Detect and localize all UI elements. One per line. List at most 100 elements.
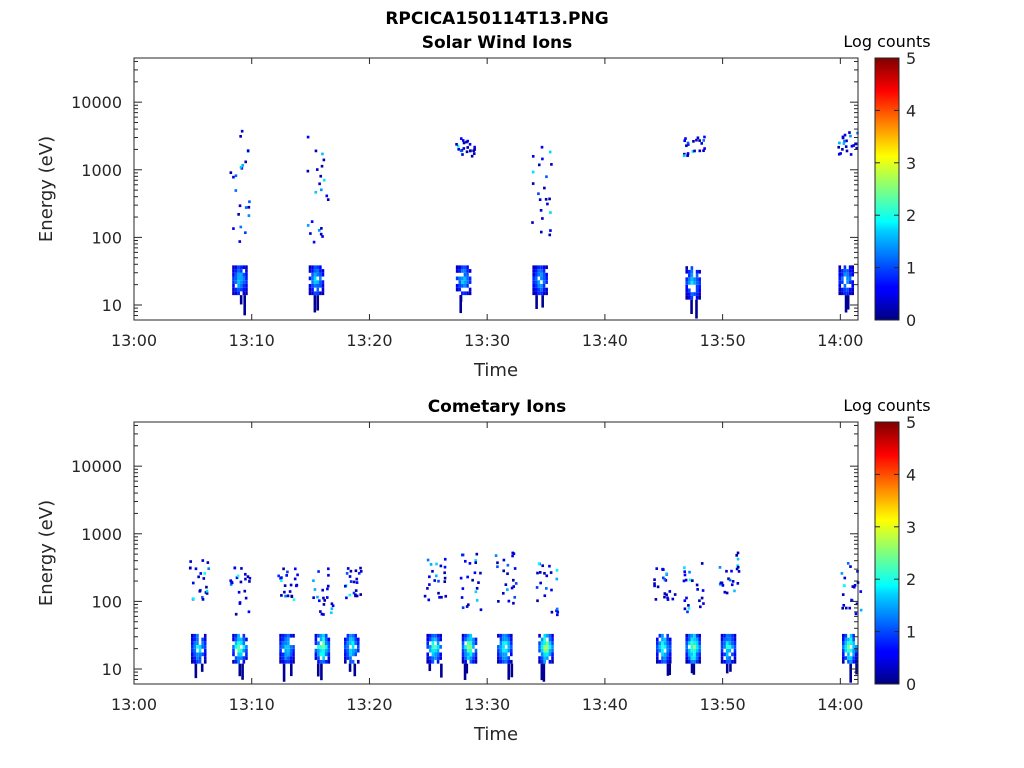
spectrogram-cell: [736, 565, 740, 569]
spectrogram-cell: [469, 149, 472, 153]
spectrogram-cell: [466, 269, 469, 273]
spectrogram-cell: [426, 659, 430, 664]
spectrogram-cell: [203, 648, 207, 653]
spectrogram-cell: [196, 633, 199, 638]
spectrogram-cell: [494, 554, 498, 557]
spectrogram-cell: [436, 645, 440, 649]
spectrogram-cell: [695, 648, 699, 653]
spectrogram-cell: [548, 645, 552, 649]
spectrogram-cell: [666, 659, 669, 664]
spectrogram-cell: [322, 656, 325, 660]
x-tick-label: 14:00: [817, 331, 863, 350]
spectrogram-cell: [542, 663, 546, 682]
spectrogram-cell: [462, 141, 466, 145]
spectrogram-cell: [841, 641, 845, 646]
spectrogram-cell: [536, 571, 539, 575]
spectrogram-cell: [196, 645, 199, 649]
spectrogram-cell: [318, 182, 321, 186]
spectrogram-cell: [466, 641, 470, 646]
spectrogram-cell: [510, 637, 513, 642]
spectrogram-cell: [466, 276, 469, 281]
spectrogram-cell: [239, 225, 243, 229]
spectrogram-cell: [316, 287, 320, 292]
spectrogram-cell: [543, 648, 547, 653]
spectrogram-cell: [534, 265, 538, 270]
spectrogram-cell: [431, 652, 435, 657]
spectrogram-cell: [546, 656, 549, 660]
spectrogram-cell: [847, 637, 850, 642]
spectrogram-cell: [324, 648, 328, 653]
spectrogram-cell: [731, 633, 734, 638]
spectrogram-cell: [844, 648, 848, 653]
spectrogram-cell: [690, 266, 694, 270]
spectrogram-cell: [545, 272, 548, 277]
spectrogram-cell: [733, 645, 737, 649]
spectrogram-cell: [690, 645, 694, 649]
spectrogram-cell: [245, 269, 248, 273]
spectrogram-cell: [548, 150, 552, 154]
x-tick-label: 13:30: [464, 331, 510, 350]
spectrogram-cell: [725, 641, 729, 646]
spectrogram-cell: [841, 656, 845, 660]
spectrogram-cell: [241, 663, 244, 680]
x-tick-label: 13:50: [700, 695, 746, 714]
spectrogram-cell: [457, 147, 460, 151]
spectrogram-cell: [856, 131, 859, 135]
spectrogram-cell: [720, 652, 724, 657]
spectrogram-cell: [319, 291, 322, 296]
spectrogram-cell: [322, 158, 326, 162]
spectrogram-cell: [193, 648, 197, 653]
spectrogram-cell: [351, 659, 355, 664]
spectrogram-cell: [190, 652, 194, 657]
spectrogram-cell: [201, 641, 204, 646]
spectrogram-cell: [841, 593, 845, 596]
spectrogram-cell: [190, 633, 194, 638]
spectrogram-cell: [319, 283, 322, 288]
spectrogram-cell: [540, 291, 543, 296]
spectrogram-cell: [532, 291, 535, 296]
spectrogram-cell: [466, 652, 470, 657]
spectrogram-cell: [351, 641, 355, 646]
spectrogram-cell: [655, 656, 659, 660]
spectrogram-cell: [437, 591, 440, 595]
spectrogram-cell: [461, 587, 465, 590]
spectrogram-cell: [848, 280, 852, 284]
spectrogram-cell: [344, 584, 347, 588]
spectrogram-cell: [549, 211, 552, 214]
spectrogram-cell: [844, 656, 848, 660]
spectrogram-cell: [695, 273, 699, 278]
spectrogram-cell: [232, 637, 235, 642]
spectrogram-cell: [194, 663, 198, 679]
spectrogram-cell: [237, 265, 240, 270]
spectrogram-cell: [324, 659, 328, 664]
spectrogram-cell: [234, 612, 238, 616]
spectrogram-cell: [461, 276, 464, 281]
spectrogram-cell: [513, 567, 517, 570]
spectrogram-cell: [323, 599, 327, 602]
spectrogram-cell: [234, 641, 238, 646]
spectrogram-cell: [548, 564, 551, 568]
spectrogram-cell: [507, 633, 511, 638]
spectrogram-cell: [475, 599, 479, 602]
spectrogram-cell: [320, 164, 324, 168]
spectrogram-cell: [538, 659, 541, 664]
spectrogram-cell: [720, 641, 724, 646]
spectrogram-cell: [685, 641, 689, 646]
spectrogram-cell: [280, 594, 283, 597]
spectrogram-cell: [690, 656, 694, 660]
y-tick-label: 1000: [81, 161, 122, 180]
spectrogram-cell: [695, 288, 699, 293]
spectrogram-cell: [849, 633, 853, 638]
spectrogram-cell: [661, 659, 664, 664]
spectrogram-cell: [232, 633, 235, 638]
spectrogram-cell: [238, 663, 242, 677]
spectrogram-cell: [843, 287, 847, 292]
spectrogram-cell: [543, 637, 547, 642]
spectrogram-cell: [461, 641, 465, 646]
spectrogram-cell: [353, 663, 357, 677]
spectrogram-cell: [232, 283, 235, 288]
spectrogram-cell: [277, 574, 280, 578]
spectrogram-cell: [359, 593, 363, 596]
spectrogram-cell: [237, 659, 240, 664]
spectrogram-cell: [232, 269, 235, 273]
